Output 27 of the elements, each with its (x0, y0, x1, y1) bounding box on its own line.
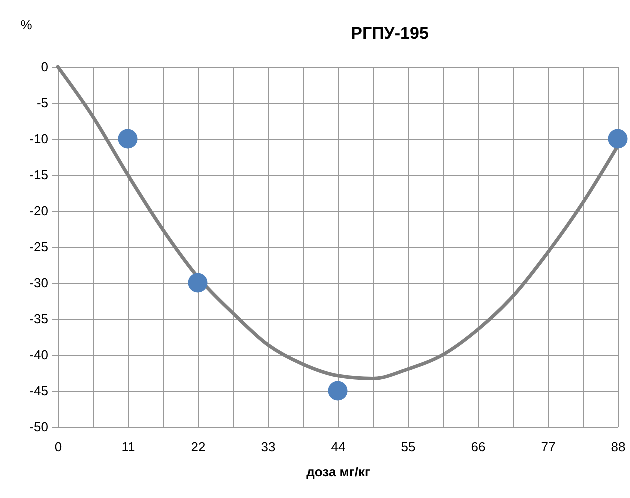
y-tick-label: -45 (30, 384, 48, 398)
y-tick-label: 0 (41, 60, 48, 74)
x-tick-label: 22 (191, 440, 206, 454)
y-tick-label: -50 (30, 420, 48, 434)
x-tick-label: 44 (331, 440, 346, 454)
x-tick-label: 88 (611, 440, 626, 454)
y-tick-label: -40 (30, 348, 48, 362)
y-tick-label: -20 (30, 204, 48, 218)
x-axis-title: доза мг/кг (306, 464, 371, 480)
y-tick-label: -30 (30, 276, 48, 290)
y-tick-label: -15 (30, 168, 48, 182)
y-tick-label: -10 (30, 132, 48, 146)
x-tick-label: 55 (401, 440, 416, 454)
y-tick-label: -5 (36, 96, 48, 110)
x-tick-label: 0 (54, 440, 62, 454)
chart-title: РГПУ-195 (351, 24, 429, 43)
x-tick-label: 33 (261, 440, 276, 454)
x-tick-label: 77 (541, 440, 556, 454)
point (328, 381, 348, 401)
x-tick-label: 11 (122, 440, 136, 454)
y-axis-title: % (20, 18, 33, 32)
point (188, 273, 208, 293)
point (608, 129, 628, 149)
x-tick-label: 66 (471, 440, 486, 454)
point (118, 129, 138, 149)
y-tick-label: -25 (30, 240, 48, 254)
y-tick-label: -35 (30, 312, 48, 326)
